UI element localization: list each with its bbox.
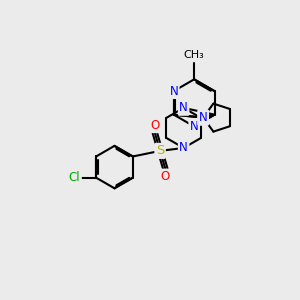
Text: S: S <box>156 144 164 158</box>
Text: N: N <box>179 101 188 114</box>
Text: Cl: Cl <box>69 171 80 184</box>
Text: N: N <box>190 120 199 133</box>
Text: N: N <box>199 111 208 124</box>
Text: N: N <box>199 111 208 124</box>
Text: O: O <box>150 119 159 132</box>
Text: N: N <box>169 85 178 98</box>
Text: CH₃: CH₃ <box>184 50 205 60</box>
Text: O: O <box>161 170 170 183</box>
Text: N: N <box>179 141 188 154</box>
